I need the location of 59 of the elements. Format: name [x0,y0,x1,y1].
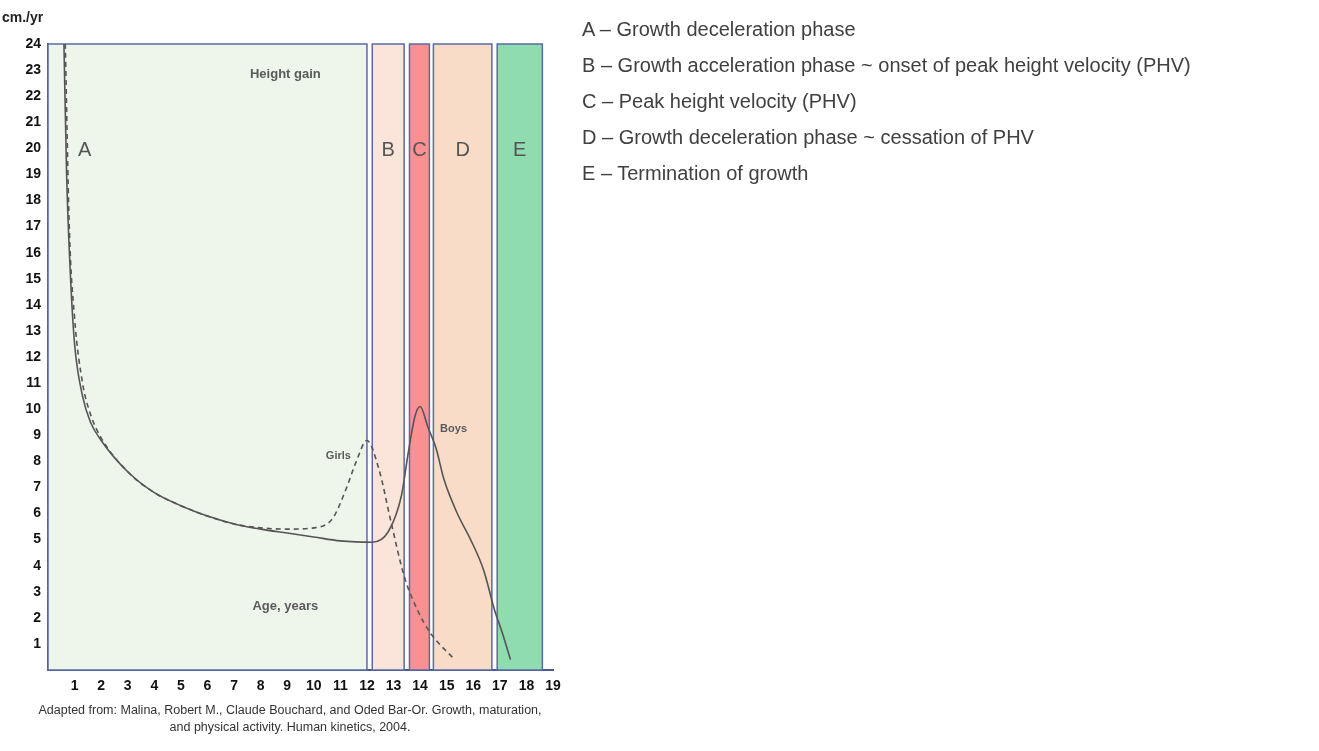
y-axis-title: cm./yr [2,8,44,25]
x-tick-label: 12 [359,677,375,694]
y-tick-label: 10 [25,400,42,417]
x-tick-label: 10 [306,677,322,694]
y-tick-label: 23 [25,60,42,77]
y-tick-label: 14 [25,295,42,312]
x-tick-label: 17 [492,677,508,694]
x-tick-label: 2 [97,677,106,694]
text: D – Growth deceleration phase ~ cessation of PHV [582,126,1035,150]
x-tick-label: 7 [230,677,239,694]
band-label: C [412,137,427,160]
x-tick-label: 19 [545,677,561,694]
text: A – Growth deceleration phase [582,18,857,42]
band-label: D [455,137,470,160]
y-tick-label: 1 [33,634,42,651]
y-tick-label: 5 [33,530,42,547]
x-tick-label: 16 [465,677,482,694]
x-tick-label: 1 [70,677,79,694]
y-tick-label: 19 [25,165,42,182]
y-tick-label: 16 [25,243,42,260]
x-tick-label: 4 [150,677,159,694]
x-tick-label: 6 [203,677,212,694]
x-axis-title: Age, years [252,598,319,613]
x-tick-label: 14 [412,677,429,694]
y-tick-label: 8 [33,452,42,469]
band-label: B [381,137,395,160]
y-tick-label: 6 [33,504,42,521]
y-tick-label: 4 [33,556,42,573]
y-tick-label: 17 [25,217,42,234]
y-tick-label: 2 [33,608,42,625]
y-tick-label: 12 [25,347,42,364]
x-tick-label: 8 [256,677,265,694]
text: C – Peak height velocity (PHV) [582,90,858,114]
x-tick-label: 15 [438,677,455,694]
text: Adapted from: Malina, Robert M., Claude Bouchard, and Oded Bar-Or. Growth, maturation, and physical activity. Human kinetics, 2004. [37,702,543,736]
x-tick-label: 9 [283,677,292,694]
y-tick-label: 18 [25,191,42,208]
y-tick-label: 11 [26,373,42,390]
series-label: Girls [325,449,351,462]
band-label: A [78,137,92,160]
y-tick-label: 20 [25,139,42,156]
x-tick-label: 5 [177,677,185,694]
y-tick-label: 9 [33,426,42,443]
text: B – Growth acceleration phase ~ onset of peak height velocity (PHV) [582,54,1191,78]
y-tick-label: 15 [25,269,42,286]
y-tick-label: 3 [33,582,42,599]
text: E – Termination of growth [582,162,810,186]
y-tick-label: 7 [33,478,42,495]
y-tick-label: 13 [25,321,42,338]
x-tick-label: 13 [385,677,402,694]
y-tick-label: 22 [25,87,42,104]
x-tick-label: 3 [123,677,132,694]
series-label: Boys [440,421,468,434]
x-tick-label: 18 [518,677,535,694]
text: Height gain [249,66,321,81]
y-tick-label: 21 [25,113,42,130]
band-label: E [513,137,527,160]
y-tick-label: 24 [25,34,42,51]
x-tick-label: 11 [332,677,348,694]
